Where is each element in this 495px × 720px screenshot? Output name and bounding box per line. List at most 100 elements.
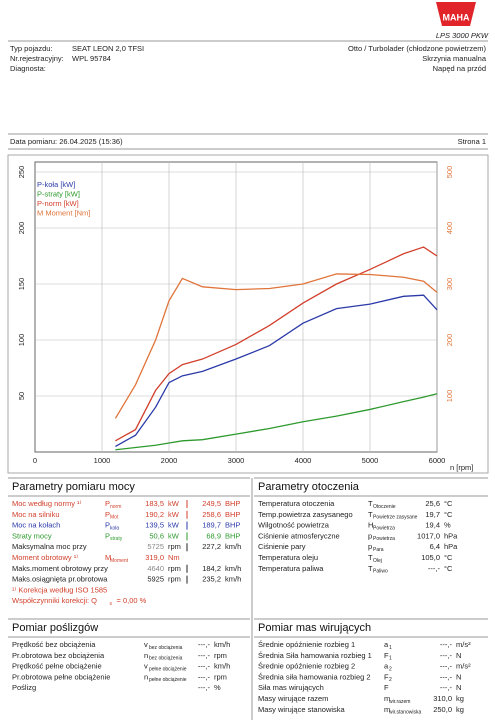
y-tick-label: 200	[17, 222, 26, 235]
legend-entry: M Moment [Nm]	[37, 208, 90, 217]
value: ---,-	[198, 672, 211, 681]
unit: Nm	[168, 553, 180, 562]
row-label: Temperatura paliwa	[258, 564, 324, 573]
value: 190,2	[145, 510, 164, 519]
symbol: m	[384, 694, 390, 703]
symbol-sub: wir.razem	[389, 699, 410, 705]
unit: °C	[444, 499, 453, 508]
field-value: WPL 95784	[72, 54, 111, 63]
row-label: Współczynniki korekcji: Q	[12, 596, 97, 605]
y2-tick-label: 300	[445, 278, 454, 291]
symbol-sub: bez obciążenia	[149, 656, 183, 662]
row-label: Moc na kołach	[12, 521, 60, 530]
unit: rpm	[168, 575, 181, 584]
origin-label: 0	[33, 456, 37, 465]
legend-entry: P-koła [kW]	[37, 180, 75, 189]
value: 5925	[147, 575, 164, 584]
symbol-sub: Mot	[110, 515, 119, 521]
row-label: Ciśnienie atmosferyczne	[258, 531, 340, 540]
x-tick-label: 6000	[429, 456, 446, 465]
value: ---,-	[440, 683, 453, 692]
row-label: Poślizg	[12, 683, 36, 692]
symbol-sub: Para	[373, 547, 384, 553]
value: ---,-	[198, 662, 211, 671]
unit: kg	[456, 694, 464, 703]
symbol: F	[384, 651, 389, 660]
value: 105,0	[421, 553, 440, 562]
value: ---,-	[198, 683, 211, 692]
symbol: T	[368, 564, 373, 573]
row-label: Siła mas wirujących	[258, 683, 324, 692]
symbol: p	[368, 542, 372, 551]
symbol: T	[368, 499, 373, 508]
value: 235,2	[202, 575, 221, 584]
value: 249,5	[202, 499, 221, 508]
row-label: Maks.osiągnięta pr.obrotowa	[12, 575, 108, 584]
x-tick-label: 4000	[295, 456, 312, 465]
y2-tick-label: 200	[445, 334, 454, 347]
value: 4640	[147, 564, 164, 573]
x-tick-label: 1000	[94, 456, 111, 465]
row-label: Maks.moment obrotowy przy	[12, 564, 108, 573]
symbol: P	[105, 499, 110, 508]
value: 258,6	[202, 510, 221, 519]
value: 139,5	[145, 521, 164, 530]
unit: N	[456, 651, 461, 660]
symbol: T	[368, 553, 373, 562]
series-line	[114, 273, 438, 419]
row-label: Wilgotność powietrza	[258, 521, 330, 530]
symbol: m	[384, 705, 390, 714]
unit: N	[456, 683, 461, 692]
value: ---,-	[440, 651, 453, 660]
unit: rpm	[214, 651, 227, 660]
field-label: Diagnosta:	[10, 64, 46, 73]
row-label: Temperatura otoczenia	[258, 499, 335, 508]
value: ---,-	[428, 564, 441, 573]
unit: km/h	[225, 542, 241, 551]
unit: rpm	[168, 564, 181, 573]
section-title: Parametry otoczenia	[258, 481, 360, 493]
section-title: Pomiar poślizgów	[12, 622, 98, 634]
value: = 0,00 %	[117, 596, 147, 605]
value: 250,0	[433, 705, 452, 714]
value: 1017,0	[417, 531, 440, 540]
symbol-sub: Powietrza	[373, 536, 395, 542]
series-line	[115, 393, 438, 451]
row-label: Prędkość pełne obciążenie	[12, 662, 102, 671]
y2-tick-label: 100	[445, 390, 454, 403]
y2-tick-label: 400	[445, 222, 454, 235]
unit: N	[456, 672, 461, 681]
date: Data pomiaru: 26.04.2025 (15:36)	[10, 137, 123, 146]
x-tick-label: 3000	[228, 456, 245, 465]
symbol-sub: Powietrza	[373, 525, 395, 531]
value: 227,2	[202, 542, 221, 551]
section-title: Parametry pomiaru mocy	[12, 481, 135, 493]
row-label: Temperatura oleju	[258, 553, 318, 562]
symbol-sub: s	[110, 601, 113, 607]
symbol-sub: Otoczenie	[373, 504, 396, 510]
row-label: Średnie opóźnienie rozbieg 2	[258, 662, 355, 671]
symbol-sub: Moment	[110, 558, 129, 564]
unit: km/h	[225, 564, 241, 573]
unit: kW	[168, 499, 180, 508]
legend-entry: P-norm [kW]	[37, 199, 79, 208]
x-axis-label: n [rpm]	[450, 463, 473, 472]
value: 189,7	[202, 521, 221, 530]
unit: km/h	[225, 575, 241, 584]
symbol-sub: pełne obciążenie	[149, 666, 187, 672]
unit: hPa	[444, 542, 458, 551]
unit: kW	[168, 521, 180, 530]
field-value: Otto / Turbolader (chłodzone powietrzem)	[348, 44, 486, 53]
y2-tick-label: 500	[445, 166, 454, 179]
symbol-sub: 2	[389, 666, 392, 672]
value: 183,5	[145, 499, 164, 508]
unit: °C	[444, 564, 453, 573]
field-label: Typ pojazdu:	[10, 44, 53, 53]
unit: °C	[444, 553, 453, 562]
symbol-sub: 1	[389, 656, 392, 662]
value: 184,2	[202, 564, 221, 573]
row-label: Maksymalna moc przy	[12, 542, 87, 551]
row-label: Moc według normy ¹⁾	[12, 499, 82, 508]
